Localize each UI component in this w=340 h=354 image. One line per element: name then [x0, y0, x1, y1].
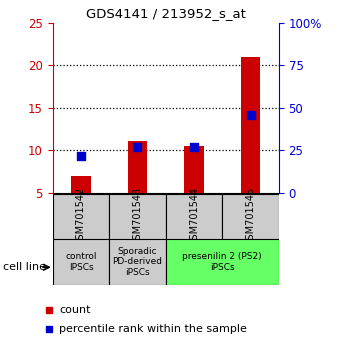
- Text: GSM701542: GSM701542: [76, 187, 86, 246]
- Point: [191, 144, 197, 150]
- Text: percentile rank within the sample: percentile rank within the sample: [59, 324, 248, 333]
- Text: control
IPSCs: control IPSCs: [65, 252, 97, 272]
- Text: cell line: cell line: [3, 262, 46, 272]
- Bar: [128, 141, 147, 193]
- Text: Sporadic
PD-derived
iPSCs: Sporadic PD-derived iPSCs: [113, 247, 163, 277]
- Point: [248, 112, 253, 118]
- Text: GSM701545: GSM701545: [245, 187, 256, 246]
- Bar: [241, 57, 260, 193]
- Bar: [222, 194, 279, 239]
- Text: GSM701543: GSM701543: [133, 187, 142, 246]
- Bar: [166, 194, 222, 239]
- Text: count: count: [59, 305, 91, 315]
- Bar: [71, 176, 91, 193]
- Bar: [53, 194, 109, 239]
- Bar: [53, 239, 109, 285]
- Text: presenilin 2 (PS2)
iPSCs: presenilin 2 (PS2) iPSCs: [183, 252, 262, 272]
- Text: GSM701544: GSM701544: [189, 187, 199, 246]
- Bar: [109, 194, 166, 239]
- Point: [135, 144, 140, 150]
- Point: [78, 153, 84, 158]
- Bar: [109, 239, 166, 285]
- Bar: [184, 146, 204, 193]
- Bar: [166, 239, 279, 285]
- Title: GDS4141 / 213952_s_at: GDS4141 / 213952_s_at: [86, 7, 246, 21]
